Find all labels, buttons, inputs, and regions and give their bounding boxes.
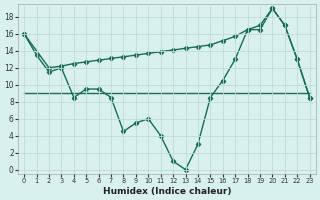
X-axis label: Humidex (Indice chaleur): Humidex (Indice chaleur) — [103, 187, 231, 196]
